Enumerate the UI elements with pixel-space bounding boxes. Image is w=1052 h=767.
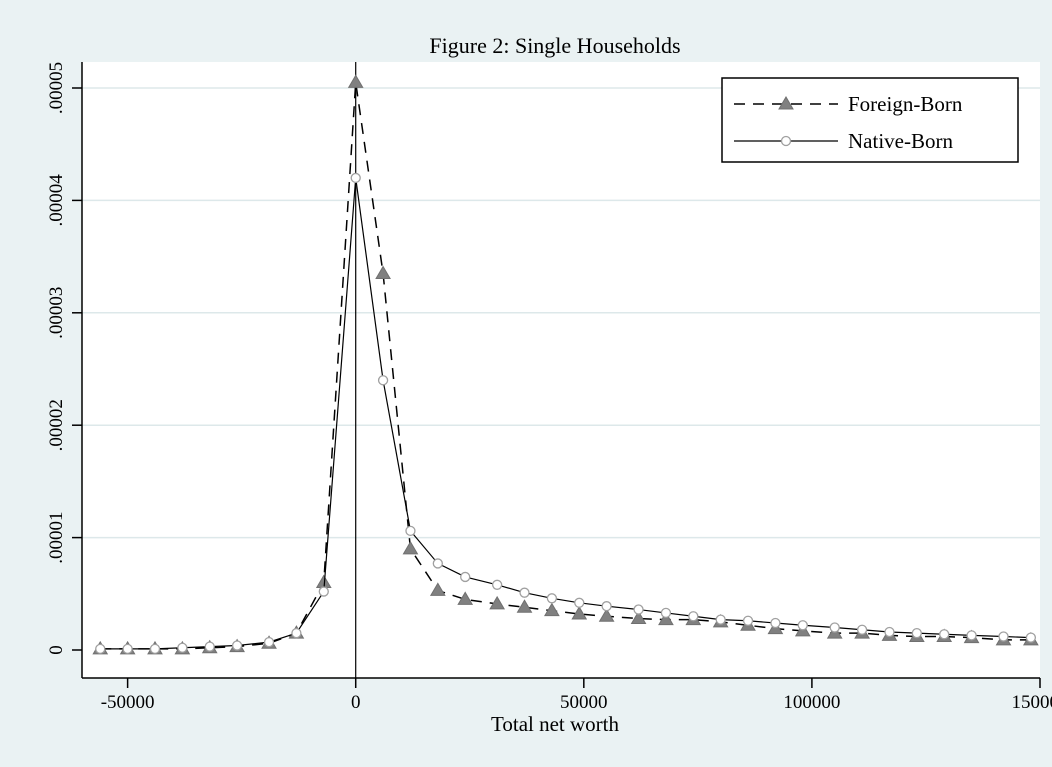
data-point-native-born: [546, 593, 558, 604]
data-point-native-born: [601, 601, 612, 612]
chart-title: Figure 2: Single Households: [429, 33, 680, 58]
data-point-native-born: [263, 636, 275, 648]
y-tick-label: 0: [46, 645, 67, 655]
data-point-native-born: [95, 643, 106, 655]
series-line-foreign-born: [100, 82, 1031, 650]
data-point-native-born: [939, 629, 950, 640]
data-point-foreign-born: [489, 595, 506, 610]
data-point-foreign-born: [571, 606, 588, 620]
data-point-foreign-born: [375, 265, 391, 279]
y-axis-ticks: 0 .00001 .00002 .00003 .00004 .00005: [46, 62, 82, 655]
data-point-native-born: [715, 614, 726, 625]
x-axis-ticks: -50000 0 50000 100000 150000: [101, 678, 1052, 713]
x-tick-label: 0: [351, 692, 361, 713]
data-point-native-born: [519, 587, 530, 598]
y-tick-label: .00002: [46, 399, 67, 451]
data-point-native-born: [149, 643, 161, 655]
data-point-native-born: [491, 579, 503, 590]
legend: Foreign-Born Native-Born: [721, 77, 1019, 163]
plot-area: [82, 62, 1040, 678]
legend-marker-native-born: [780, 135, 792, 147]
data-point-native-born: [231, 640, 243, 651]
data-point-native-born: [177, 642, 188, 653]
data-point-native-born: [911, 627, 922, 639]
data-point-native-born: [377, 375, 389, 386]
data-point-native-born: [797, 620, 808, 631]
data-point-native-born: [829, 622, 840, 633]
data-point-native-born: [633, 604, 644, 615]
y-tick-label: .00005: [46, 62, 67, 114]
data-point-native-born: [350, 172, 361, 184]
data-point-native-born: [688, 611, 699, 622]
data-point-native-born: [405, 525, 416, 537]
data-point-native-born: [204, 641, 215, 652]
data-point-native-born: [460, 571, 471, 583]
x-tick-label: -50000: [101, 692, 155, 713]
data-point-native-born: [1025, 632, 1037, 643]
x-axis-title: Total net worth: [491, 712, 619, 736]
legend-label-foreign-born: Foreign-Born: [848, 92, 963, 116]
data-point-foreign-born: [598, 608, 615, 622]
x-tick-label: 50000: [560, 692, 608, 713]
data-point-native-born: [966, 630, 977, 641]
data-point-native-born: [574, 597, 585, 608]
legend-label-native-born: Native-Born: [848, 129, 953, 153]
legend-box: [721, 77, 1019, 163]
data-point-native-born: [432, 558, 443, 569]
series-native-born: [95, 172, 1037, 655]
data-point-native-born: [856, 624, 868, 635]
data-point-native-born: [770, 617, 781, 629]
data-point-native-born: [122, 643, 133, 655]
data-point-native-born: [660, 607, 672, 619]
data-point-native-born: [318, 586, 329, 597]
data-point-native-born: [884, 626, 895, 638]
data-point-foreign-born: [429, 582, 446, 596]
y-tick-label: .00001: [46, 511, 67, 563]
data-point-foreign-born: [457, 591, 474, 605]
axes: [81, 62, 1040, 679]
data-point-native-born: [998, 631, 1009, 642]
legend-marker-foreign-born: [778, 96, 794, 110]
y-tick-label: .00004: [46, 174, 67, 227]
data-point-native-born: [291, 627, 302, 639]
series-layer: [92, 74, 1039, 655]
data-point-foreign-born: [402, 540, 419, 555]
y-tick-label: .00003: [46, 287, 67, 339]
x-tick-label: 100000: [783, 692, 840, 713]
series-line-native-born: [100, 177, 1031, 650]
data-point-foreign-born: [630, 610, 647, 625]
data-point-native-born: [742, 615, 754, 626]
data-point-foreign-born: [658, 611, 674, 626]
data-point-foreign-born: [544, 602, 560, 617]
data-point-foreign-born: [516, 599, 533, 613]
x-tick-label: 150000: [1012, 692, 1052, 713]
data-point-foreign-born: [347, 74, 364, 88]
